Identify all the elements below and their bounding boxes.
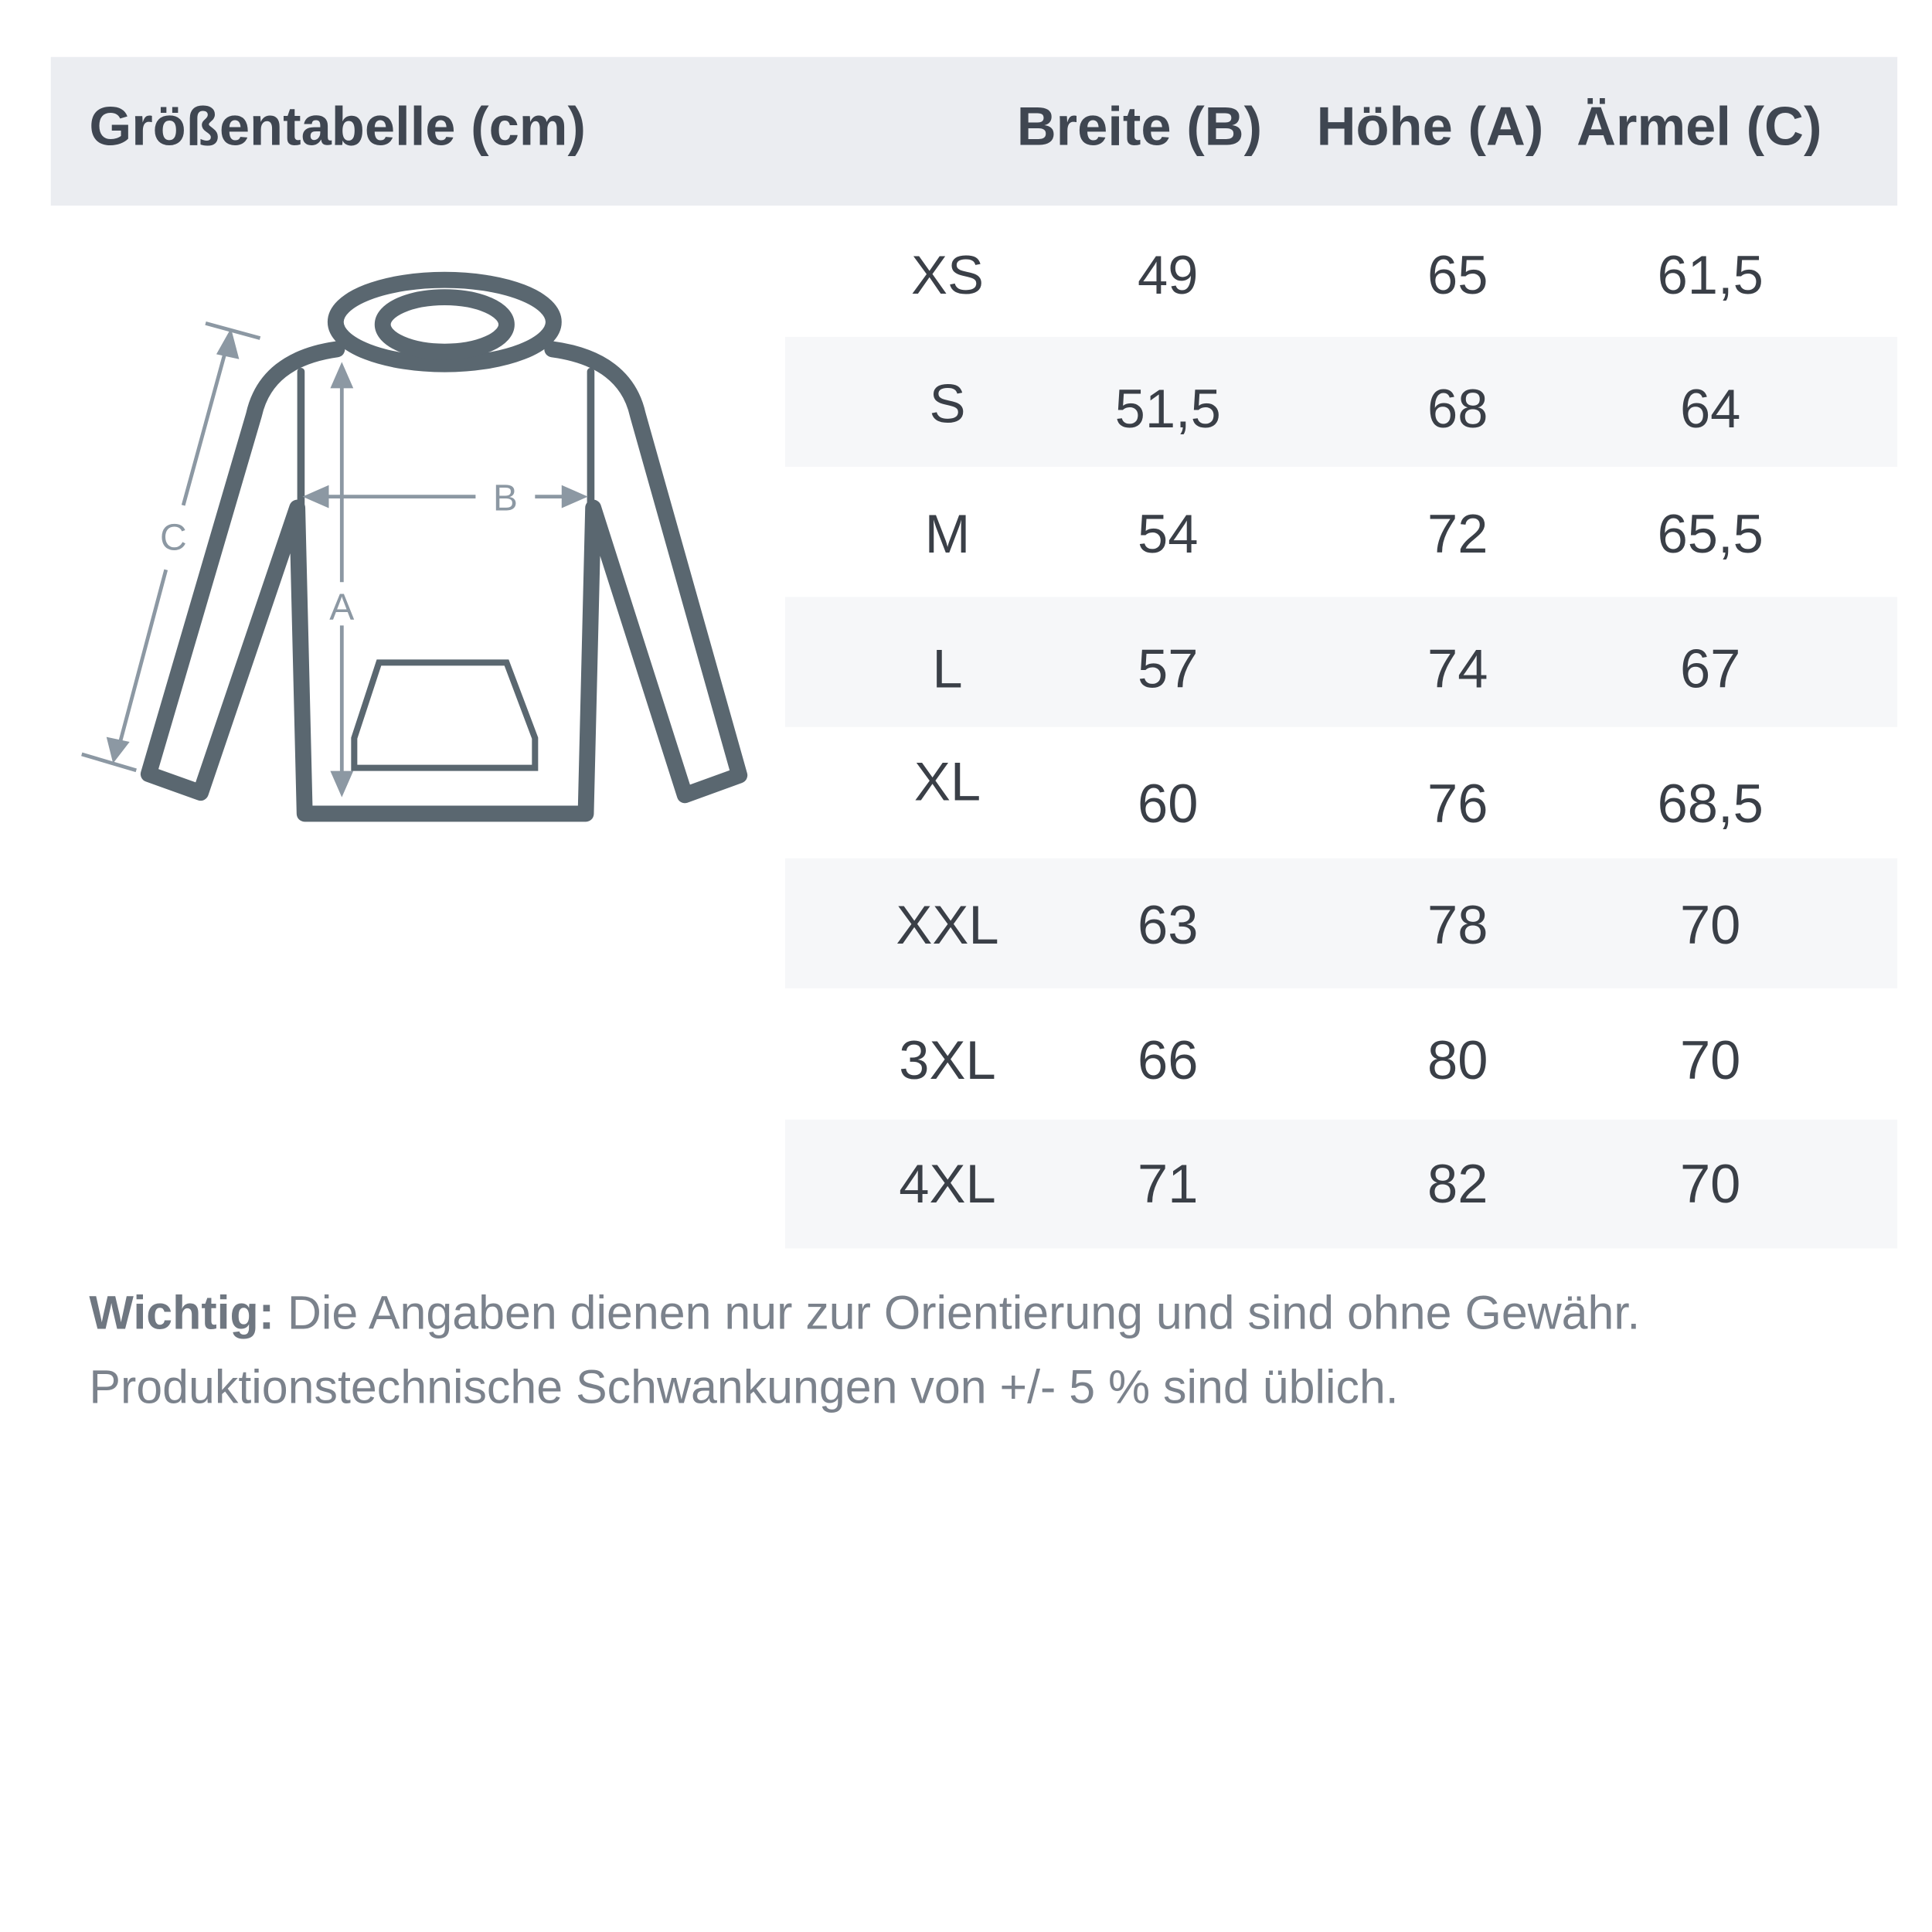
cell-size: XL — [913, 751, 981, 813]
cell-breite: 57 — [1138, 638, 1199, 700]
cell-breite: 54 — [1138, 504, 1199, 565]
label-b: B — [493, 477, 518, 519]
table-row: XL 60 76 68,5 — [785, 727, 1897, 859]
cell-hoehe: 74 — [1427, 638, 1488, 700]
note-bold: Wichtig: — [89, 1287, 275, 1341]
cell-hoehe: 78 — [1427, 895, 1488, 957]
cell-size: XXL — [896, 895, 999, 957]
cell-size: S — [929, 373, 966, 435]
column-header-hoehe: Höhe (A) — [1316, 97, 1544, 158]
column-header-aermel: Ärmel (C) — [1577, 97, 1822, 158]
cell-size: M — [924, 504, 971, 565]
note-line-1: Wichtig: Die Angaben dienen nur zur Orie… — [89, 1288, 1640, 1342]
cell-hoehe: 72 — [1427, 504, 1488, 565]
cell-aermel: 68,5 — [1657, 774, 1764, 835]
measurement-arrows-icon — [81, 321, 588, 798]
table-row: M 54 72 65,5 — [785, 467, 1897, 597]
table-row: 3XL 66 80 70 — [785, 988, 1897, 1120]
cell-aermel: 61,5 — [1657, 245, 1764, 306]
cell-breite: 66 — [1138, 1030, 1199, 1091]
cell-size: 3XL — [899, 1030, 996, 1091]
cell-size: 4XL — [899, 1154, 996, 1216]
cell-aermel: 64 — [1679, 379, 1741, 440]
cell-breite: 71 — [1138, 1154, 1199, 1216]
cell-hoehe: 76 — [1427, 774, 1488, 835]
column-header-breite: Breite (B) — [1016, 97, 1263, 158]
pocket-icon — [351, 659, 539, 771]
cell-hoehe: 82 — [1427, 1154, 1488, 1216]
cell-breite: 51,5 — [1114, 379, 1221, 440]
table-header — [50, 56, 1898, 206]
cell-aermel: 65,5 — [1657, 504, 1764, 565]
note-text: Die Angaben dienen nur zur Orientierung … — [274, 1287, 1641, 1341]
cell-aermel: 70 — [1679, 1030, 1741, 1091]
hoodie-diagram: A B C — [81, 271, 748, 822]
label-a: A — [329, 586, 354, 628]
cell-aermel: 70 — [1679, 1154, 1741, 1216]
cell-breite: 60 — [1138, 774, 1199, 835]
note-line-2: Produktionstechnische Schwankungen von +… — [89, 1362, 1399, 1415]
page-title: Größentabelle (cm) — [89, 97, 586, 158]
table-row: 4XL 71 82 70 — [785, 1119, 1898, 1249]
cell-breite: 63 — [1138, 895, 1199, 957]
cell-hoehe: 68 — [1427, 379, 1488, 440]
cell-hoehe: 80 — [1427, 1030, 1488, 1091]
cell-breite: 49 — [1138, 245, 1199, 306]
cell-aermel: 67 — [1679, 638, 1741, 700]
cell-size: XS — [910, 245, 985, 306]
cell-size: L — [932, 638, 963, 700]
table-row: XS 49 65 61,5 — [785, 210, 1897, 336]
table-row: XXL 63 78 70 — [785, 858, 1898, 988]
hoodie-outline-icon — [140, 271, 748, 822]
table-row: L 57 74 67 — [785, 597, 1898, 727]
cell-aermel: 70 — [1679, 895, 1741, 957]
table-row: S 51,5 68 64 — [785, 336, 1898, 468]
cell-hoehe: 65 — [1427, 245, 1488, 306]
label-c: C — [160, 517, 187, 559]
